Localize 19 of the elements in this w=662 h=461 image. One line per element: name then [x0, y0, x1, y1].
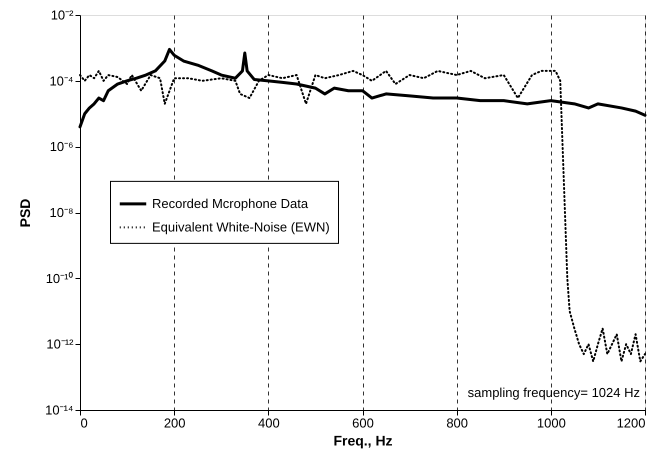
legend-label: Recorded Mcrophone Data [152, 196, 309, 211]
x-tick-label: 400 [258, 416, 280, 430]
x-tick-label: 600 [352, 416, 374, 430]
annotation: sampling frequency= 1024 Hz [468, 385, 640, 400]
legend-label: Equivalent White-Noise (EWN) [152, 219, 330, 234]
y-tick-label: 10⁻⁸ [50, 205, 74, 220]
x-tick-label: 0 [80, 416, 88, 430]
y-tick-label: 10⁻⁴ [49, 73, 74, 88]
y-axis-title: PSD [17, 198, 34, 228]
y-tick-label: 10⁻¹² [46, 336, 74, 352]
x-tick-label: 1200 [616, 416, 646, 430]
y-tick-label: 10⁻² [50, 8, 74, 22]
y-tick-label: 10⁻⁶ [50, 139, 74, 154]
y-tick-label: 10⁻¹⁴ [45, 402, 74, 418]
x-tick-label: 800 [446, 416, 468, 430]
x-tick-label: 1000 [536, 416, 566, 430]
x-axis-title: Freq., Hz [333, 432, 393, 448]
x-tick-label: 200 [164, 416, 186, 430]
y-tick-label: 10⁻¹⁰ [46, 270, 74, 286]
